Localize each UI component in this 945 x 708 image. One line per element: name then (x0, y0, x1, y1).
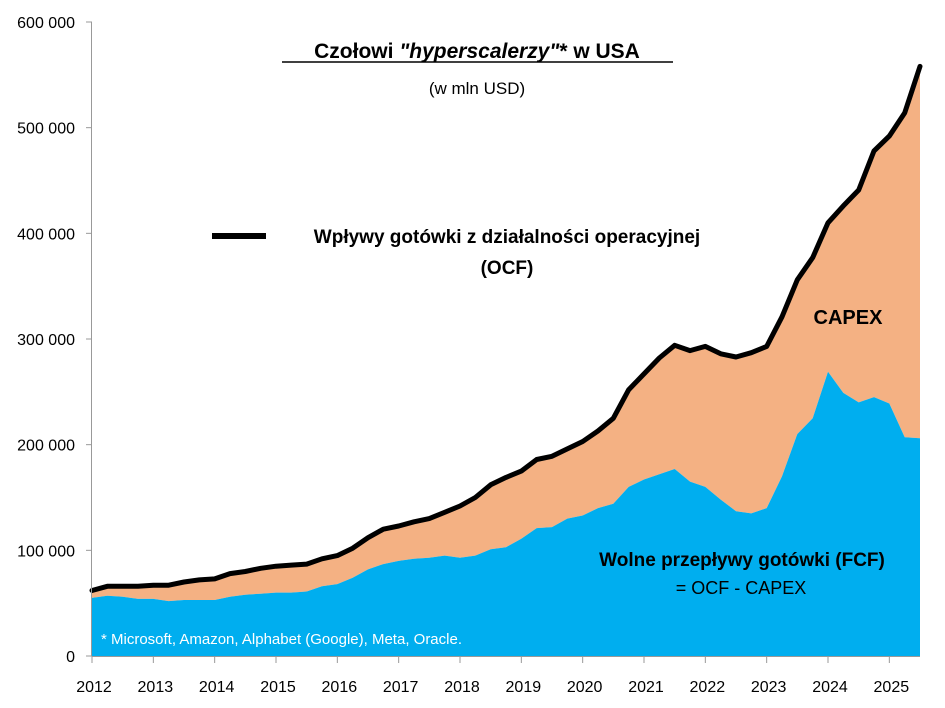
chart-subtitle: (w mln USD) (429, 79, 525, 98)
x-tick-label: 2025 (874, 679, 910, 696)
y-tick-label: 200 000 (17, 438, 75, 455)
fcf-area (92, 371, 920, 656)
x-tick-label: 2012 (76, 679, 112, 696)
x-tick-label: 2019 (506, 679, 542, 696)
x-tick-label: 2020 (567, 679, 603, 696)
x-tick-label: 2015 (260, 679, 296, 696)
x-tick-label: 2021 (628, 679, 664, 696)
x-tick-label: 2016 (322, 679, 358, 696)
ocf-line (89, 63, 923, 593)
legend-label-ocf: Wpływy gotówki z działalności operacyjne… (314, 227, 700, 248)
x-tick-label: 2017 (383, 679, 419, 696)
y-tick-label: 100 000 (17, 543, 75, 560)
y-tick-label: 600 000 (17, 15, 75, 32)
x-tick-label: 2023 (751, 679, 787, 696)
x-tick-label: 2022 (690, 679, 726, 696)
footnote: * Microsoft, Amazon, Alphabet (Google), … (101, 631, 462, 648)
y-tick-label: 500 000 (17, 121, 75, 138)
capex-area (92, 66, 920, 602)
y-tick-label: 0 (66, 649, 75, 666)
x-tick-label: 2013 (138, 679, 174, 696)
legend-label-ocf-suffix: (OCF) (481, 258, 534, 279)
y-tick-label: 400 000 (17, 226, 75, 243)
chart-title: Czołowi "hyperscalerzy"* w USA (314, 40, 640, 63)
fcf-label: Wolne przepływy gotówki (FCF) (599, 550, 885, 571)
fcf-formula: = OCF - CAPEX (676, 578, 807, 598)
y-tick-label: 300 000 (17, 332, 75, 349)
x-tick-label: 2018 (444, 679, 480, 696)
capex-label: CAPEX (814, 307, 884, 329)
x-tick-label: 2014 (199, 679, 235, 696)
x-tick-label: 2024 (812, 679, 848, 696)
